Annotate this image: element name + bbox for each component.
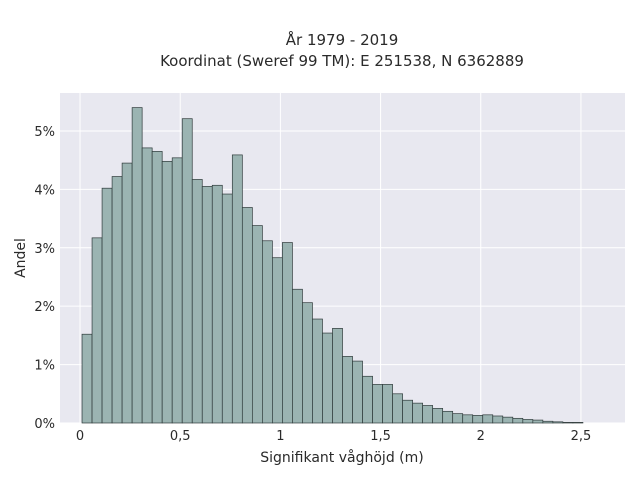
histogram-bar-11 (191, 179, 203, 424)
histogram-bar-39 (472, 415, 484, 424)
x-tick-label: 1,5 (370, 429, 391, 444)
histogram-bar-22 (302, 302, 313, 424)
y-tick-label: 3% (34, 242, 55, 257)
histogram-bar-25 (332, 328, 343, 424)
histogram-bar-37 (452, 413, 464, 424)
chart-subtitle: Koordinat (Sweref 99 TM): E 251538, N 63… (160, 52, 524, 70)
histogram-bar-0 (81, 333, 93, 424)
histogram-bar-42 (502, 416, 514, 424)
histogram-bar-38 (462, 414, 474, 424)
histogram-bar-7 (151, 151, 163, 424)
x-tick-label: 2,5 (571, 429, 592, 444)
y-tick-label: 2% (34, 300, 55, 315)
histogram-bar-47 (552, 421, 564, 424)
histogram-bar-29 (372, 384, 383, 424)
x-tick-label: 0,5 (170, 429, 191, 444)
y-tick-label: 0% (34, 417, 55, 432)
x-tick-label: 0 (76, 429, 84, 444)
bars (81, 107, 584, 424)
histogram-bar-23 (312, 318, 323, 424)
histogram-bar-41 (492, 415, 504, 424)
y-tick-label: 4% (34, 183, 55, 198)
histogram-bar-43 (512, 417, 524, 424)
histogram-bar-6 (141, 147, 153, 424)
histogram-bar-33 (412, 402, 423, 424)
x-tick-label: 1 (276, 429, 284, 444)
histogram-bar-46 (542, 420, 554, 424)
histogram-bar-28 (362, 375, 373, 424)
histogram-bar-24 (322, 332, 333, 424)
histogram-bar-32 (402, 399, 413, 424)
histogram-bar-26 (342, 356, 353, 424)
histogram-bar-30 (382, 384, 393, 424)
histogram-bar-27 (352, 360, 363, 424)
histogram-bar-31 (392, 393, 403, 424)
histogram-bar-9 (171, 157, 183, 424)
histogram-bar-17 (251, 225, 263, 424)
histogram-bar-19 (272, 257, 283, 424)
histogram-bar-18 (262, 240, 273, 424)
y-tick-labels: 0% 1% 2% 3% 4% 5% (34, 125, 55, 432)
x-tick-labels: 0 0,5 1 1,5 2 2,5 (76, 429, 591, 444)
histogram-bar-40 (482, 414, 494, 424)
histogram-bar-8 (161, 160, 173, 424)
histogram-bar-14 (221, 193, 233, 424)
x-tick-label: 2 (477, 429, 485, 444)
y-tick-label: 5% (34, 125, 55, 140)
histogram-bar-12 (201, 186, 213, 424)
histogram-bar-35 (432, 408, 444, 424)
histogram-bar-34 (422, 405, 434, 424)
histogram-bar-21 (292, 288, 303, 424)
histogram-bar-48 (562, 422, 574, 424)
histogram-bar-44 (522, 419, 534, 424)
histogram-bar-13 (211, 184, 223, 424)
histogram-bar-15 (231, 154, 243, 424)
histogram-bar-10 (181, 118, 193, 424)
histogram-bar-49 (572, 422, 584, 424)
histogram-bar-5 (131, 107, 143, 424)
histogram-bar-20 (282, 242, 293, 424)
histogram-bar-2 (101, 187, 113, 424)
chart-title: År 1979 - 2019 (286, 30, 399, 49)
histogram-bar-3 (111, 176, 123, 424)
x-axis-label: Signifikant våghöjd (m) (260, 449, 423, 466)
histogram-bar-1 (91, 237, 103, 424)
y-tick-label: 1% (34, 359, 55, 374)
histogram-bar-16 (241, 207, 253, 424)
histogram-bar-4 (121, 162, 133, 424)
y-axis-label: Andel (13, 238, 29, 278)
histogram-bar-36 (442, 410, 454, 424)
histogram-bar-45 (532, 419, 544, 424)
